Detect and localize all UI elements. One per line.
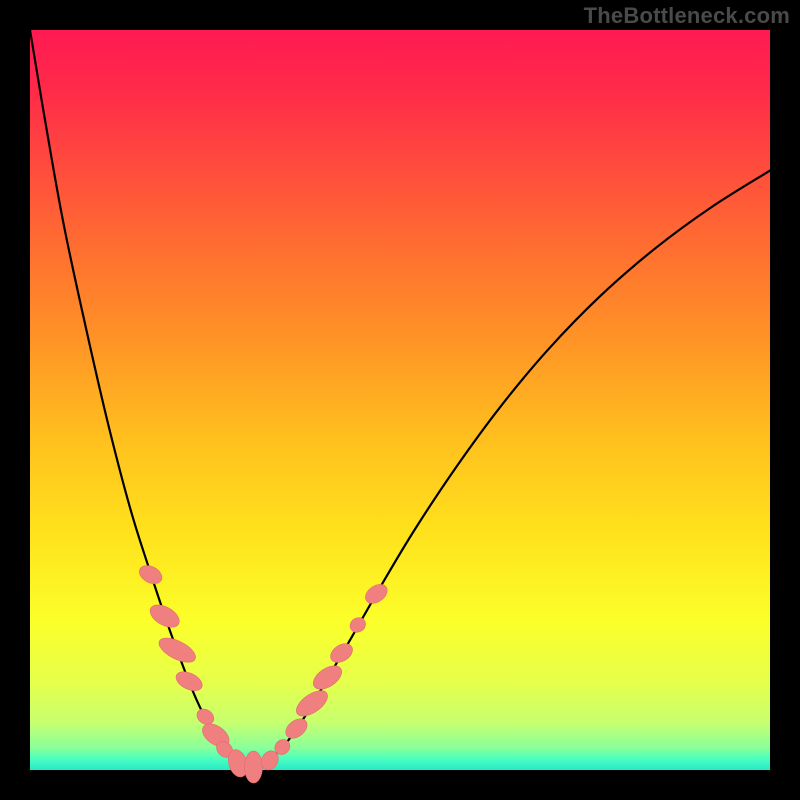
curve-layer <box>30 30 770 770</box>
data-marker <box>244 751 262 783</box>
plot-area <box>30 30 770 770</box>
watermark-text: TheBottleneck.com <box>584 3 790 29</box>
data-marker <box>327 640 356 666</box>
bottleneck-curve <box>30 30 246 767</box>
data-marker <box>292 686 332 721</box>
data-marker <box>282 715 311 742</box>
data-marker <box>136 562 165 587</box>
data-marker <box>309 661 346 694</box>
data-marker <box>173 668 205 695</box>
data-marker <box>347 615 368 636</box>
data-marker <box>155 633 199 667</box>
data-marker <box>146 600 183 632</box>
data-marker <box>362 580 391 607</box>
